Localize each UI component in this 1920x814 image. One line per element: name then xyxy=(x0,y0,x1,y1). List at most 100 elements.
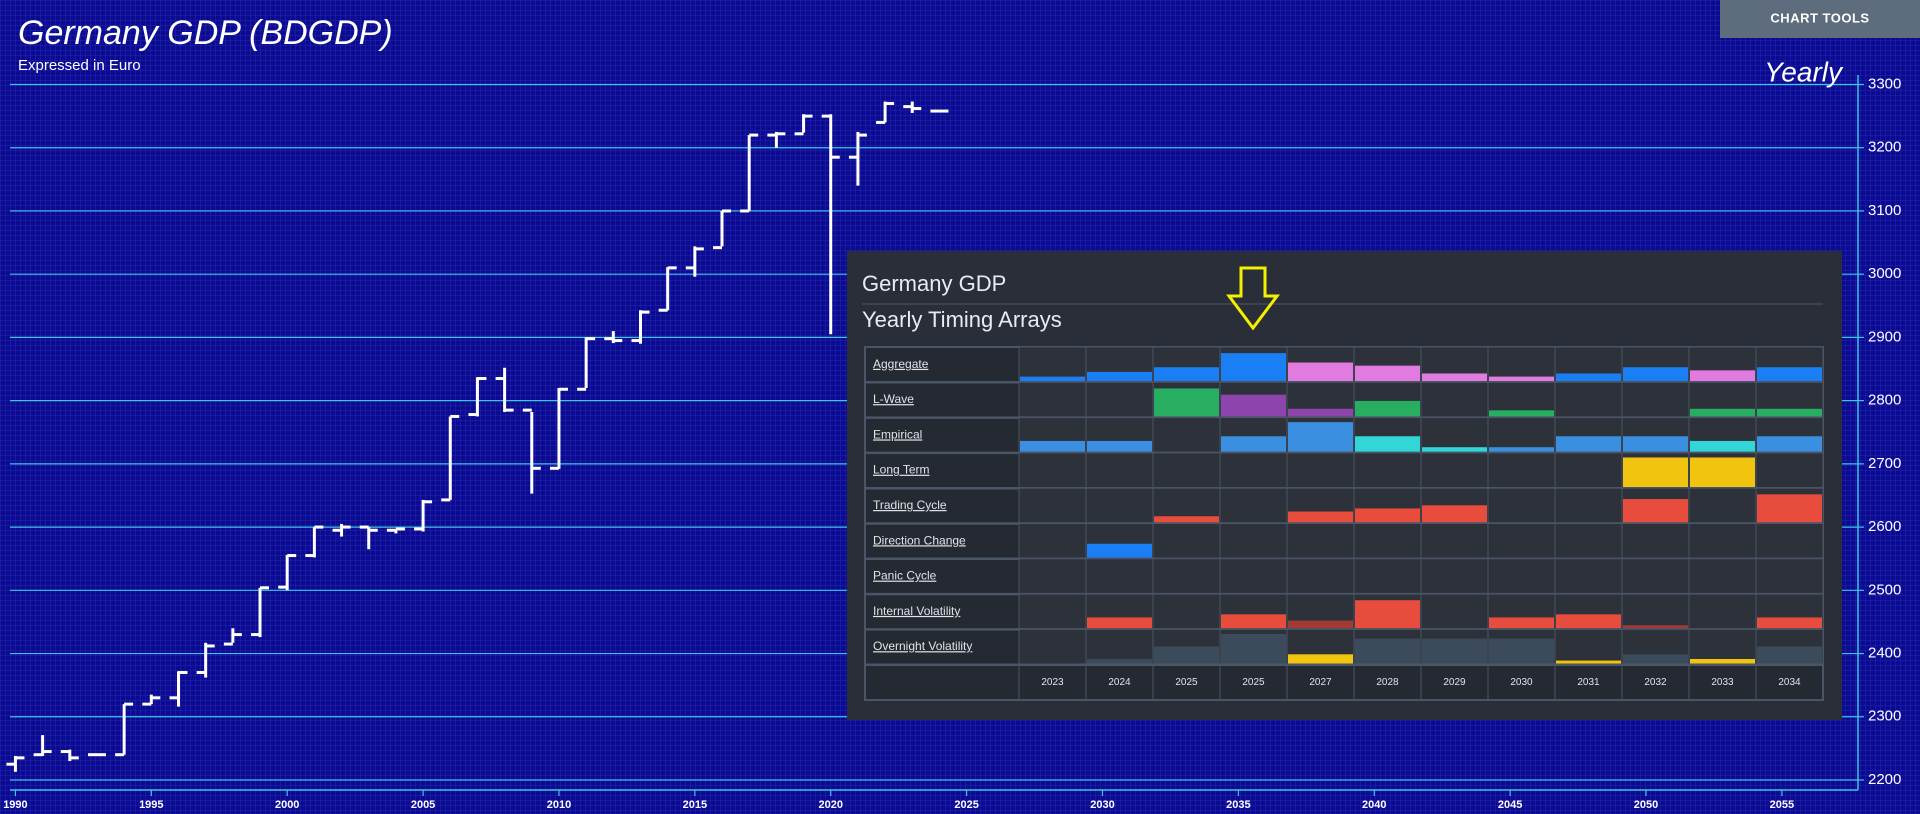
timing-bar xyxy=(1623,367,1688,382)
row-label: Long Term xyxy=(873,463,929,477)
y-tick-label: 2400 xyxy=(1868,645,1901,662)
cell xyxy=(1554,452,1623,489)
ohlc-bar xyxy=(767,131,786,148)
row-label: Internal Volatility xyxy=(873,604,960,618)
cell xyxy=(1018,558,1087,595)
cell xyxy=(1755,523,1824,560)
cell xyxy=(1487,452,1556,489)
timing-bar xyxy=(1087,440,1152,452)
cell xyxy=(1018,523,1087,560)
x-tick-label: 2025 xyxy=(954,799,978,811)
cell xyxy=(1621,523,1690,560)
year-label: 2033 xyxy=(1711,677,1734,688)
cell xyxy=(1554,523,1623,560)
cell xyxy=(1554,487,1623,525)
timing-bar xyxy=(1288,408,1353,417)
ohlc-bar xyxy=(441,414,460,502)
year-label: 2024 xyxy=(1108,677,1131,688)
x-tick-label: 2010 xyxy=(547,799,571,811)
y-tick-label: 2200 xyxy=(1868,771,1901,788)
cell xyxy=(1420,381,1489,419)
year-label: 2025 xyxy=(1175,677,1198,688)
x-tick-label: 2030 xyxy=(1090,799,1114,811)
year-label: 2025 xyxy=(1242,677,1265,688)
cell xyxy=(1018,381,1087,419)
x-tick-label: 2045 xyxy=(1498,799,1522,811)
cell xyxy=(1420,417,1489,454)
row-label: Aggregate xyxy=(873,357,929,371)
cell xyxy=(1018,452,1087,489)
timing-bar xyxy=(1288,362,1353,382)
timing-bar xyxy=(1556,373,1621,382)
ohlc-bar xyxy=(821,114,840,335)
chart-tools-button[interactable]: CHART TOOLS xyxy=(1720,0,1920,38)
timing-bar xyxy=(1489,638,1554,664)
timing-bar xyxy=(1757,367,1822,382)
timing-bar xyxy=(1087,659,1152,664)
timing-bar xyxy=(1757,617,1822,629)
timing-bar xyxy=(1087,371,1152,382)
timing-bar xyxy=(1690,659,1755,664)
ohlc-bar xyxy=(740,133,759,213)
timing-bar xyxy=(1355,400,1420,417)
row-label: L-Wave xyxy=(873,392,914,406)
cell xyxy=(1487,487,1556,525)
timing-bar xyxy=(1623,436,1688,452)
cell xyxy=(1688,593,1757,630)
timing-bar xyxy=(1690,408,1755,417)
timing-bar xyxy=(1154,388,1219,417)
y-tick-label: 3100 xyxy=(1868,202,1901,219)
cell xyxy=(1152,593,1221,630)
ohlc-bar xyxy=(604,331,623,344)
y-tick-label: 2300 xyxy=(1868,708,1901,725)
ohlc-bar xyxy=(903,101,922,113)
ohlc-bar xyxy=(631,310,650,344)
ohlc-bar xyxy=(495,367,514,413)
cell xyxy=(1353,558,1422,595)
cell xyxy=(1487,558,1556,595)
timing-bar xyxy=(1355,638,1420,664)
timing-bar xyxy=(1757,408,1822,417)
timing-bar xyxy=(1489,410,1554,417)
timing-panel: Germany GDP Yearly Timing Arrays Aggrega… xyxy=(847,251,1842,720)
x-tick-label: 1995 xyxy=(139,799,163,811)
ohlc-bar xyxy=(848,131,867,186)
row-label: Panic Cycle xyxy=(873,569,937,583)
cell xyxy=(1018,628,1087,666)
button-label[interactable]: CHART TOOLS xyxy=(1770,10,1869,25)
ohlc-bar xyxy=(713,209,732,250)
timing-bar xyxy=(1556,436,1621,452)
timing-bar xyxy=(1288,511,1353,523)
ohlc-bar xyxy=(305,525,324,558)
timing-bar xyxy=(1154,516,1219,523)
timing-bar xyxy=(1623,625,1688,629)
timing-bar xyxy=(1757,494,1822,523)
timing-bar xyxy=(1355,436,1420,452)
cell xyxy=(1688,487,1757,525)
year-label: 2034 xyxy=(1778,677,1801,688)
timing-bar xyxy=(1221,633,1286,664)
timing-bar xyxy=(1355,365,1420,382)
cell xyxy=(1018,593,1087,630)
ohlc-bar xyxy=(658,266,677,312)
y-tick-label: 3200 xyxy=(1868,139,1901,156)
year-label: 2032 xyxy=(1644,677,1667,688)
timing-bar xyxy=(1489,376,1554,382)
cell xyxy=(1487,523,1556,560)
cell xyxy=(1353,523,1422,560)
ohlc-bar xyxy=(196,642,215,678)
timing-bar xyxy=(1154,646,1219,664)
cell xyxy=(1621,558,1690,595)
cell xyxy=(1755,558,1824,595)
button-background[interactable] xyxy=(1720,0,1920,38)
timing-bar xyxy=(1489,447,1554,452)
x-tick-label: 2015 xyxy=(683,799,707,811)
y-tick-label: 2700 xyxy=(1868,455,1901,472)
cell xyxy=(1085,381,1154,419)
row-label: Trading Cycle xyxy=(873,498,947,512)
cell xyxy=(1085,452,1154,489)
timing-bar xyxy=(1288,654,1353,664)
cell xyxy=(1621,381,1690,419)
